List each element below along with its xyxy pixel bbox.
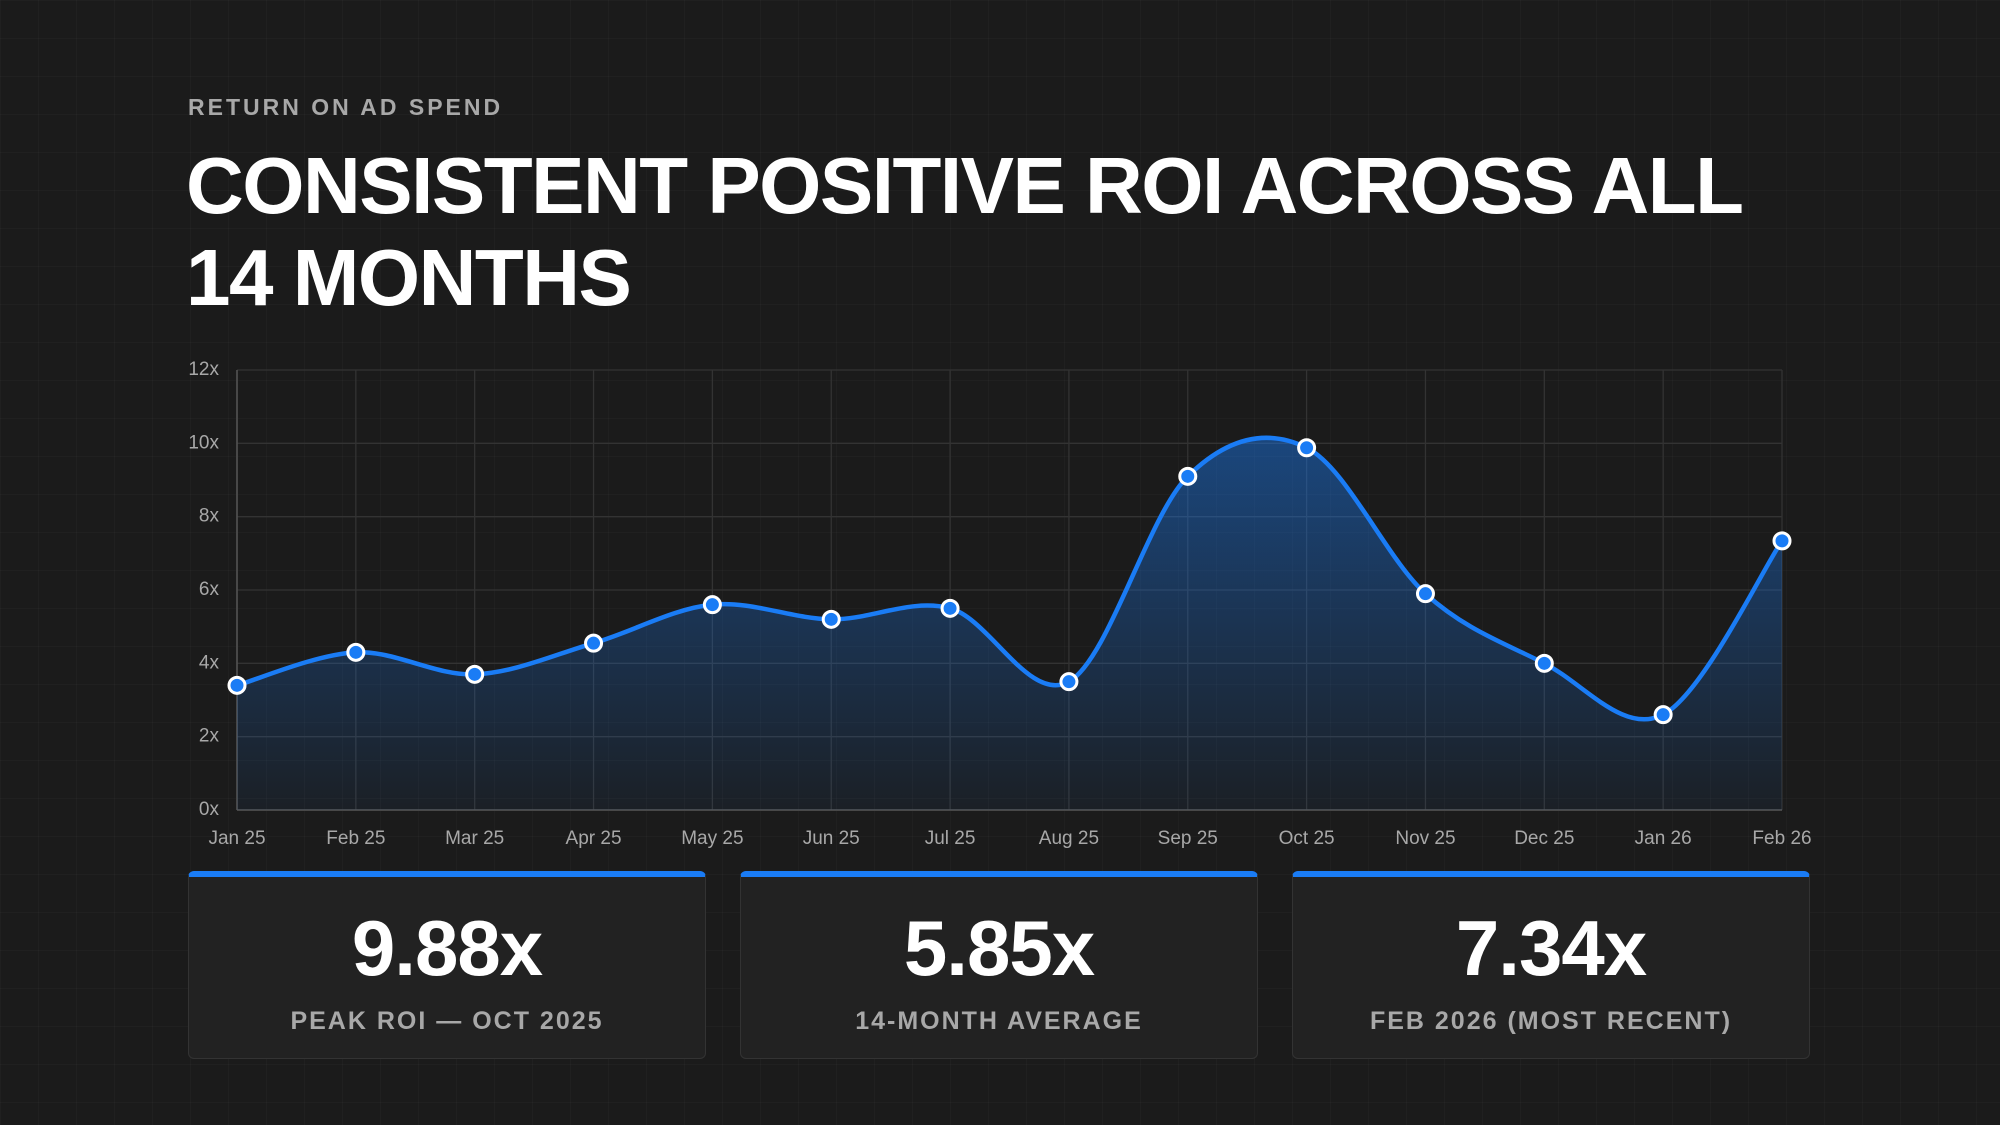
y-tick-label: 0x bbox=[199, 799, 220, 820]
x-tick-label: Jun 25 bbox=[803, 828, 860, 849]
data-point bbox=[702, 595, 722, 615]
data-point bbox=[821, 609, 841, 629]
kpi-label: FEB 2026 (MOST RECENT) bbox=[1369, 1007, 1733, 1035]
y-tick-label: 2x bbox=[199, 726, 220, 747]
kpi-label: PEAK ROI — OCT 2025 bbox=[290, 1007, 604, 1035]
data-point bbox=[1059, 672, 1079, 692]
x-tick-label: Nov 25 bbox=[1395, 828, 1455, 849]
kpi-value: 9.88x bbox=[351, 904, 543, 992]
x-tick-label: Jan 25 bbox=[208, 828, 265, 849]
x-tick-label: Mar 25 bbox=[445, 828, 504, 849]
eyebrow: RETURN ON AD SPEND bbox=[188, 94, 504, 120]
x-tick-label: Jul 25 bbox=[925, 828, 976, 849]
data-point bbox=[1297, 438, 1317, 458]
data-point bbox=[1178, 466, 1198, 486]
x-tick-label: Sep 25 bbox=[1158, 828, 1218, 849]
y-tick-label: 12x bbox=[188, 359, 219, 380]
kpi-label: 14-MONTH AVERAGE bbox=[855, 1007, 1143, 1035]
data-point bbox=[465, 664, 485, 684]
kpi-card: 5.85x 14-MONTH AVERAGE bbox=[740, 871, 1258, 1059]
title: CONSISTENT POSITIVE ROI ACROSS ALL 14 MO… bbox=[186, 141, 1743, 322]
data-point bbox=[1653, 705, 1673, 725]
x-tick-label: Dec 25 bbox=[1514, 828, 1574, 849]
x-tick-label: Apr 25 bbox=[566, 828, 622, 849]
data-point bbox=[346, 642, 366, 662]
data-point bbox=[1772, 531, 1792, 551]
x-tick-label: Feb 26 bbox=[1752, 828, 1811, 849]
x-tick-label: Oct 25 bbox=[1279, 828, 1335, 849]
y-tick-label: 4x bbox=[199, 652, 220, 673]
x-tick-label: Feb 25 bbox=[326, 828, 385, 849]
data-point bbox=[1534, 653, 1554, 673]
area-fill bbox=[237, 437, 1782, 810]
kpi-card: 9.88x PEAK ROI — OCT 2025 bbox=[188, 871, 706, 1059]
y-tick-label: 8x bbox=[199, 506, 220, 527]
x-tick-label: May 25 bbox=[681, 828, 743, 849]
y-tick-label: 6x bbox=[199, 579, 220, 600]
kpi-card: 7.34x FEB 2026 (MOST RECENT) bbox=[1292, 871, 1810, 1059]
data-point bbox=[227, 675, 247, 695]
kpi-value: 5.85x bbox=[903, 904, 1095, 992]
y-tick-label: 10x bbox=[188, 432, 219, 453]
kpi-value: 7.34x bbox=[1455, 904, 1647, 992]
data-point bbox=[1415, 584, 1435, 604]
x-tick-label: Aug 25 bbox=[1039, 828, 1099, 849]
data-point bbox=[584, 633, 604, 653]
data-point bbox=[940, 598, 960, 618]
x-tick-label: Jan 26 bbox=[1635, 828, 1692, 849]
